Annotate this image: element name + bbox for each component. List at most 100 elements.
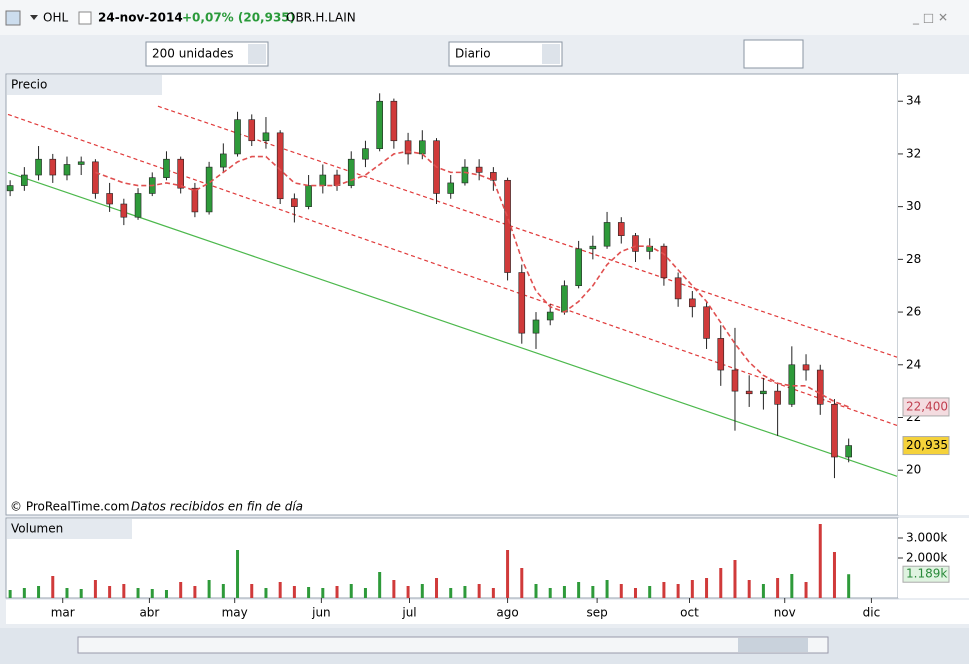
volume-tick-label: 2.000k bbox=[906, 551, 947, 565]
volume-bar bbox=[8, 590, 12, 598]
volume-bar bbox=[51, 576, 55, 598]
volume-bar bbox=[463, 586, 467, 598]
candle-body bbox=[291, 198, 298, 207]
x-tick-label: jul bbox=[401, 606, 416, 620]
info-icon[interactable] bbox=[78, 11, 92, 25]
symbol-menu[interactable] bbox=[30, 15, 38, 20]
candle-body bbox=[35, 158, 42, 176]
y-tick-label: 20 bbox=[906, 463, 921, 477]
volume-bar bbox=[278, 582, 282, 598]
volume-bar bbox=[633, 588, 637, 598]
scroll-thumb[interactable] bbox=[738, 638, 808, 652]
units: 200 unidades bbox=[152, 47, 234, 61]
volume-bar bbox=[420, 584, 424, 598]
volume-bar bbox=[548, 588, 552, 598]
volume-bar bbox=[164, 590, 168, 598]
volume-bar bbox=[108, 586, 112, 598]
volume-bar bbox=[506, 550, 510, 598]
dropdown-button[interactable] bbox=[542, 44, 560, 64]
candle-body bbox=[447, 182, 455, 194]
candle-body bbox=[163, 158, 170, 178]
volume-bar bbox=[250, 584, 254, 598]
volume-tick-label: 3.000k bbox=[906, 531, 947, 545]
volume-bar bbox=[705, 578, 709, 598]
volume-bar bbox=[790, 574, 794, 598]
x-tick-label: may bbox=[222, 606, 248, 620]
x-tick-label: sep bbox=[586, 606, 607, 620]
candle-body bbox=[404, 140, 412, 155]
candle-body bbox=[831, 404, 838, 458]
panel-header bbox=[7, 75, 162, 95]
candle-body bbox=[717, 338, 725, 371]
candle-body bbox=[262, 132, 270, 142]
price-marker-label: 20,935 bbox=[906, 438, 948, 452]
candle-body bbox=[575, 248, 582, 287]
volume-bar bbox=[761, 584, 765, 598]
window-controls[interactable]: _ □ ✕ bbox=[912, 11, 948, 25]
candle-body bbox=[689, 298, 696, 308]
candle-body bbox=[234, 119, 241, 155]
volume-bar bbox=[335, 586, 339, 598]
candle-body bbox=[603, 222, 611, 247]
y-tick-label: 24 bbox=[906, 357, 921, 371]
volume-bar bbox=[818, 524, 822, 598]
volume-bar bbox=[93, 580, 97, 598]
x-tick-label: mar bbox=[51, 606, 75, 620]
candle-body bbox=[760, 390, 767, 395]
volume-bar bbox=[733, 560, 737, 598]
volume-bar bbox=[847, 574, 851, 598]
candle-body bbox=[134, 193, 142, 218]
volume-axis bbox=[898, 518, 969, 598]
x-tick-label: abr bbox=[139, 606, 159, 620]
volume-bar bbox=[477, 584, 481, 598]
period: Diario bbox=[455, 47, 491, 61]
credit: © ProRealTime.com bbox=[10, 500, 130, 514]
panel-header bbox=[7, 519, 132, 539]
volume-bar bbox=[150, 589, 154, 598]
volume-bar bbox=[648, 586, 652, 598]
candle-body bbox=[390, 100, 398, 142]
moving-average bbox=[95, 150, 849, 408]
symbol: OHL bbox=[43, 11, 68, 25]
date-axis bbox=[6, 600, 969, 624]
indicator-button[interactable] bbox=[743, 39, 804, 69]
candle-body bbox=[632, 235, 639, 252]
candle-body bbox=[703, 306, 710, 339]
volume-bar bbox=[690, 580, 694, 598]
candle-body bbox=[518, 272, 526, 334]
volume-bar bbox=[79, 589, 83, 598]
candle-body bbox=[546, 311, 554, 321]
volume-bar bbox=[122, 584, 126, 598]
volume-bar bbox=[349, 584, 353, 598]
candle-body bbox=[660, 245, 668, 279]
scrollbar[interactable] bbox=[77, 636, 829, 654]
code: OBR.H.LAIN bbox=[286, 11, 356, 25]
volume-panel-title: Volumen bbox=[11, 522, 63, 536]
candle-body bbox=[788, 364, 796, 405]
volume-marker bbox=[902, 565, 950, 583]
units-dropdown[interactable] bbox=[145, 41, 269, 67]
volume-bar bbox=[832, 552, 836, 598]
app-icon[interactable] bbox=[5, 10, 21, 26]
candle-body bbox=[92, 161, 99, 194]
candle-body bbox=[347, 158, 355, 186]
y-tick-label: 26 bbox=[906, 305, 921, 319]
volume-bar bbox=[22, 588, 26, 598]
trendline bbox=[7, 113, 898, 426]
volume-bar bbox=[662, 582, 666, 598]
note: Datos recibidos en fin de día bbox=[131, 500, 303, 514]
volume-bar bbox=[292, 586, 296, 598]
candle-body bbox=[461, 166, 469, 184]
volume-bar bbox=[776, 578, 780, 598]
date: 24-nov-2014 bbox=[98, 11, 183, 25]
candle-body bbox=[205, 166, 213, 213]
title-bar bbox=[0, 0, 969, 35]
x-tick-label: dic bbox=[863, 606, 881, 620]
volume-bar bbox=[719, 568, 723, 598]
candle-body bbox=[177, 158, 184, 189]
candle-body bbox=[731, 369, 739, 392]
candle-body bbox=[816, 369, 824, 405]
volume-bar bbox=[307, 587, 311, 598]
volume-bar bbox=[591, 586, 595, 598]
dropdown-button[interactable] bbox=[248, 44, 266, 64]
